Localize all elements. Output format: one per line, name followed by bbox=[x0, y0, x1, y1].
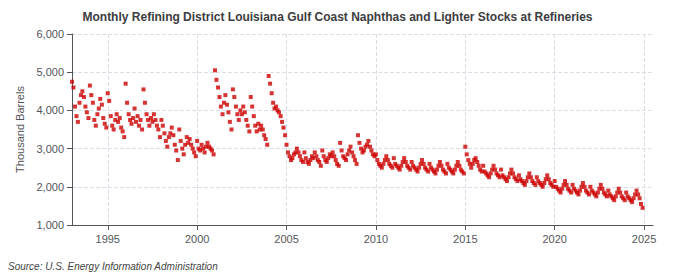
svg-text:4,000: 4,000 bbox=[36, 104, 64, 116]
svg-text:Thousand Barrels: Thousand Barrels bbox=[14, 86, 26, 173]
svg-text:1,000: 1,000 bbox=[36, 219, 64, 231]
svg-text:5,000: 5,000 bbox=[36, 66, 64, 78]
svg-text:3,000: 3,000 bbox=[36, 143, 64, 155]
svg-text:Source: U.S. Energy Informatio: Source: U.S. Energy Information Administ… bbox=[8, 261, 218, 272]
svg-text:Monthly Refining District Loui: Monthly Refining District Louisiana Gulf… bbox=[82, 10, 592, 24]
svg-text:2000: 2000 bbox=[185, 233, 209, 245]
svg-text:2020: 2020 bbox=[542, 233, 566, 245]
svg-text:2015: 2015 bbox=[453, 233, 477, 245]
svg-text:2010: 2010 bbox=[364, 233, 388, 245]
svg-text:6,000: 6,000 bbox=[36, 28, 64, 40]
svg-text:1995: 1995 bbox=[96, 233, 120, 245]
svg-text:2025: 2025 bbox=[632, 233, 656, 245]
svg-text:2005: 2005 bbox=[274, 233, 298, 245]
svg-text:2,000: 2,000 bbox=[36, 181, 64, 193]
